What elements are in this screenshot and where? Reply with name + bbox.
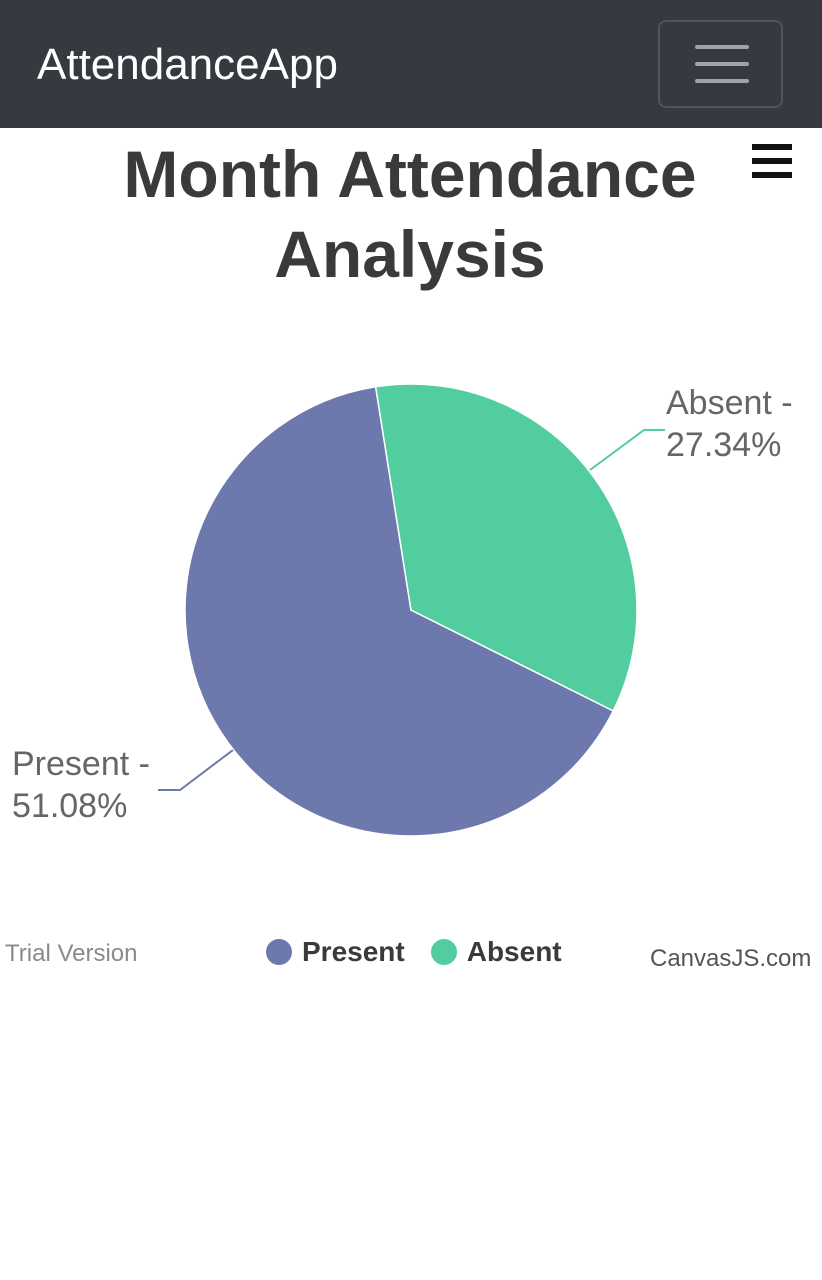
chart-title: Month Attendance Analysis (60, 134, 760, 294)
legend-item-absent[interactable]: Absent (430, 936, 562, 968)
slice-label-absent: Absent - 27.34% (666, 382, 793, 466)
legend-item-present[interactable]: Present (266, 936, 405, 968)
legend-label-absent: Absent (466, 936, 562, 967)
canvasjs-credit-link[interactable]: CanvasJS.com (650, 945, 812, 972)
chart-menu-button[interactable] (752, 144, 794, 180)
legend-marker-present (266, 939, 292, 965)
trial-version-text: Trial Version (5, 940, 138, 967)
slice-label-absent-line: Absent - (666, 384, 793, 422)
leader-line-present (158, 749, 234, 791)
chart-legend: Present Absent (266, 934, 588, 970)
legend-marker-absent (430, 939, 457, 965)
hamburger-menu-icon-bar (752, 158, 792, 164)
slice-label-present-line: Present - (12, 745, 150, 783)
navbar-toggler-button[interactable] (658, 20, 783, 108)
chart-title-line: Month Attendance (123, 137, 697, 211)
app-brand[interactable]: AttendanceApp (37, 40, 338, 89)
slice-label-present: Present - 51.08% (12, 743, 150, 827)
chart-title-line: Analysis (274, 217, 546, 291)
pie-chart (158, 383, 665, 837)
hamburger-menu-icon (752, 144, 792, 150)
slice-label-absent-line: 27.34% (666, 426, 782, 464)
pie-slice-absent[interactable] (374, 383, 638, 712)
leader-line-absent (589, 429, 665, 471)
hamburger-icon-bar (695, 79, 749, 83)
hamburger-icon-bar (695, 62, 749, 66)
legend-label-present: Present (302, 936, 405, 967)
slice-label-present-line: 51.08% (12, 787, 128, 825)
hamburger-menu-icon-bar (752, 172, 792, 178)
hamburger-icon (695, 45, 749, 49)
pie-slice-present[interactable] (184, 385, 615, 837)
navbar: AttendanceApp (0, 0, 822, 128)
